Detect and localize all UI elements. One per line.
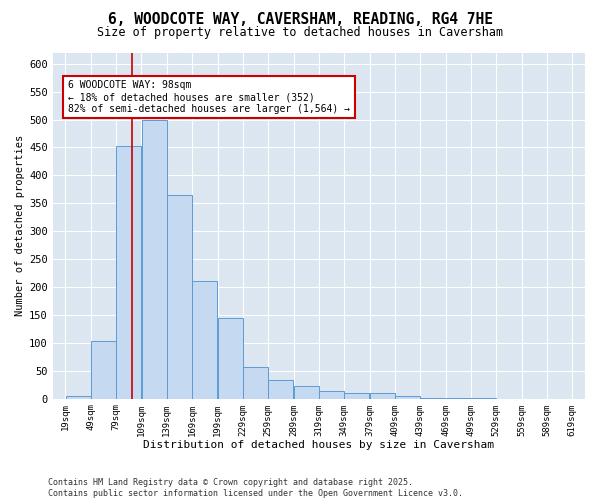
Bar <box>319 392 344 398</box>
Y-axis label: Number of detached properties: Number of detached properties <box>15 135 25 316</box>
Text: Contains HM Land Registry data © Crown copyright and database right 2025.
Contai: Contains HM Land Registry data © Crown c… <box>48 478 463 498</box>
Bar <box>395 396 420 398</box>
Bar <box>91 340 116 398</box>
Text: 6, WOODCOTE WAY, CAVERSHAM, READING, RG4 7HE: 6, WOODCOTE WAY, CAVERSHAM, READING, RG4… <box>107 12 493 28</box>
Bar <box>116 146 141 399</box>
X-axis label: Distribution of detached houses by size in Caversham: Distribution of detached houses by size … <box>143 440 494 450</box>
Bar <box>370 393 395 398</box>
Text: Size of property relative to detached houses in Caversham: Size of property relative to detached ho… <box>97 26 503 39</box>
Bar <box>243 367 268 398</box>
Text: 6 WOODCOTE WAY: 98sqm
← 18% of detached houses are smaller (352)
82% of semi-det: 6 WOODCOTE WAY: 98sqm ← 18% of detached … <box>68 80 350 114</box>
Bar <box>193 282 217 399</box>
Bar <box>65 396 91 398</box>
Bar <box>142 120 167 398</box>
Bar <box>167 195 192 398</box>
Bar <box>294 386 319 398</box>
Bar <box>218 318 242 398</box>
Bar <box>344 393 370 398</box>
Bar <box>268 380 293 398</box>
